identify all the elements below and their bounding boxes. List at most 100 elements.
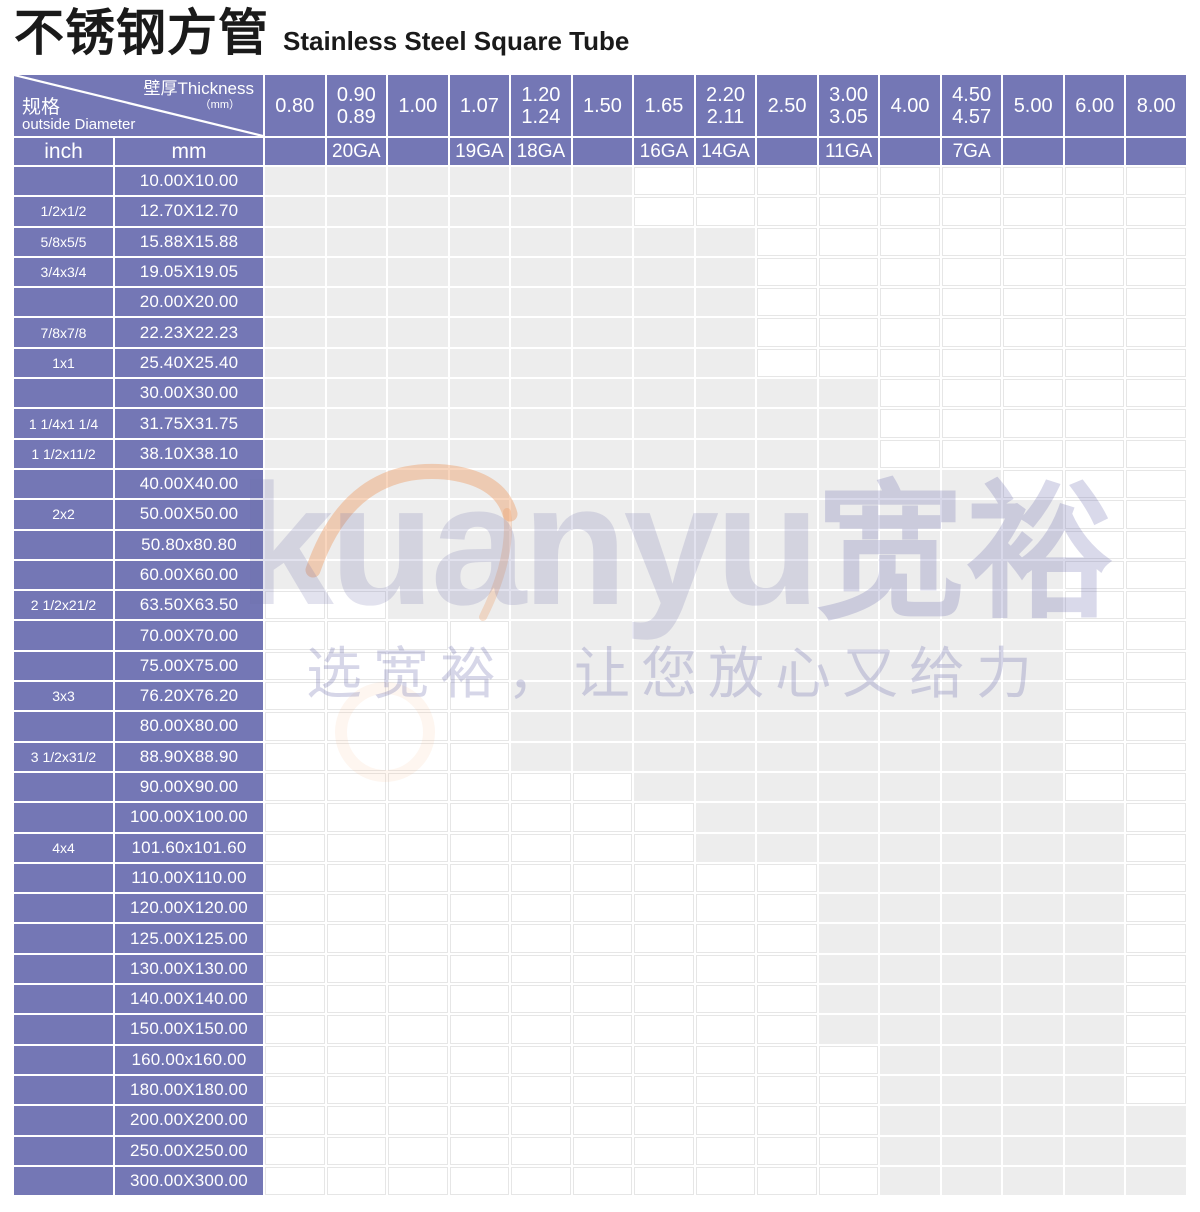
unavailable-cell <box>941 409 1002 438</box>
available-cell <box>572 530 633 559</box>
available-cell <box>818 530 879 559</box>
available-cell <box>880 712 940 741</box>
row-mm-cell: 50.00X50.00 <box>115 500 263 529</box>
unavailable-cell <box>511 985 571 1014</box>
available-cell <box>880 1075 940 1105</box>
available-cell <box>634 257 694 287</box>
unavailable-cell <box>1126 469 1186 499</box>
row-mm-cell: 100.00X100.00 <box>115 803 263 832</box>
unavailable-cell <box>449 894 510 923</box>
unavailable-cell <box>511 1045 571 1074</box>
unavailable-cell <box>449 1075 510 1105</box>
thickness-value-alt: 4.57 <box>952 105 992 128</box>
unavailable-cell <box>880 288 940 317</box>
unavailable-cell <box>388 712 448 741</box>
unavailable-cell <box>1003 257 1063 287</box>
unavailable-cell <box>265 712 325 741</box>
unavailable-cell <box>757 167 817 196</box>
unavailable-cell <box>388 863 448 893</box>
available-cell <box>572 500 633 529</box>
unavailable-cell <box>326 742 387 771</box>
available-cell <box>818 500 879 529</box>
unavailable-cell <box>941 257 1002 287</box>
unavailable-cell <box>388 803 448 832</box>
unavailable-cell <box>511 863 571 893</box>
available-cell <box>1064 863 1125 893</box>
available-cell <box>941 530 1002 559</box>
unavailable-cell <box>695 167 756 196</box>
unavailable-cell <box>1126 167 1186 196</box>
available-cell <box>941 772 1002 802</box>
thickness-value: 4.00 <box>890 94 930 117</box>
unavailable-cell <box>265 833 325 862</box>
unavailable-cell <box>1003 379 1063 408</box>
row-inch-cell <box>14 1075 113 1105</box>
available-cell <box>572 197 633 226</box>
available-cell <box>265 288 325 317</box>
unavailable-cell <box>1126 924 1186 953</box>
unavailable-cell <box>388 954 448 984</box>
unavailable-cell <box>511 833 571 862</box>
unavailable-cell <box>1064 560 1125 590</box>
thickness-value: 2.20 <box>706 83 745 106</box>
unavailable-cell <box>511 1136 571 1165</box>
available-cell <box>265 439 325 468</box>
unavailable-cell <box>695 863 756 893</box>
unavailable-cell <box>1064 742 1125 771</box>
row-mm-cell: 38.10X38.10 <box>115 439 263 468</box>
unavailable-cell <box>757 954 817 984</box>
available-cell <box>695 379 756 408</box>
unavailable-cell <box>265 651 325 681</box>
unavailable-cell <box>449 1045 510 1074</box>
unavailable-cell <box>326 985 387 1014</box>
unavailable-cell <box>1126 651 1186 681</box>
row-mm-cell: 120.00X120.00 <box>115 894 263 923</box>
unavailable-cell <box>388 772 448 802</box>
unavailable-cell <box>634 197 694 226</box>
available-cell <box>388 530 448 559</box>
thickness-header-cell: 2.50 <box>757 75 817 136</box>
unavailable-cell <box>1003 227 1063 256</box>
available-cell <box>1003 651 1063 681</box>
available-cell <box>511 318 571 347</box>
row-mm-cell: 110.00X110.00 <box>115 863 263 893</box>
unavailable-cell <box>265 894 325 923</box>
row-mm-cell: 200.00X200.00 <box>115 1106 263 1135</box>
unavailable-cell <box>511 803 571 832</box>
unavailable-cell <box>1126 863 1186 893</box>
available-cell <box>326 348 387 378</box>
available-cell <box>634 500 694 529</box>
available-cell <box>818 439 879 468</box>
available-cell <box>572 227 633 256</box>
available-cell <box>326 257 387 287</box>
available-cell <box>388 591 448 620</box>
available-cell <box>818 954 879 984</box>
available-cell <box>388 379 448 408</box>
unavailable-cell <box>818 288 879 317</box>
available-cell <box>695 257 756 287</box>
available-cell <box>326 560 387 590</box>
unavailable-cell <box>695 1075 756 1105</box>
unavailable-cell <box>1126 560 1186 590</box>
row-mm-cell: 25.40X25.40 <box>115 348 263 378</box>
available-cell <box>757 621 817 650</box>
available-cell <box>818 469 879 499</box>
available-cell <box>1064 954 1125 984</box>
row-mm-cell: 30.00X30.00 <box>115 379 263 408</box>
thickness-header-cell: 4.00 <box>880 75 940 136</box>
unavailable-cell <box>1064 530 1125 559</box>
unavailable-cell <box>265 1015 325 1044</box>
unavailable-cell <box>880 348 940 378</box>
available-cell <box>880 1106 940 1135</box>
available-cell <box>880 560 940 590</box>
unavailable-cell <box>1064 197 1125 226</box>
unavailable-cell <box>388 833 448 862</box>
available-cell <box>326 469 387 499</box>
available-cell <box>1003 924 1063 953</box>
available-cell <box>941 682 1002 711</box>
unavailable-cell <box>572 894 633 923</box>
unavailable-cell <box>572 772 633 802</box>
unavailable-cell <box>449 924 510 953</box>
available-cell <box>880 894 940 923</box>
unavailable-cell <box>449 742 510 771</box>
